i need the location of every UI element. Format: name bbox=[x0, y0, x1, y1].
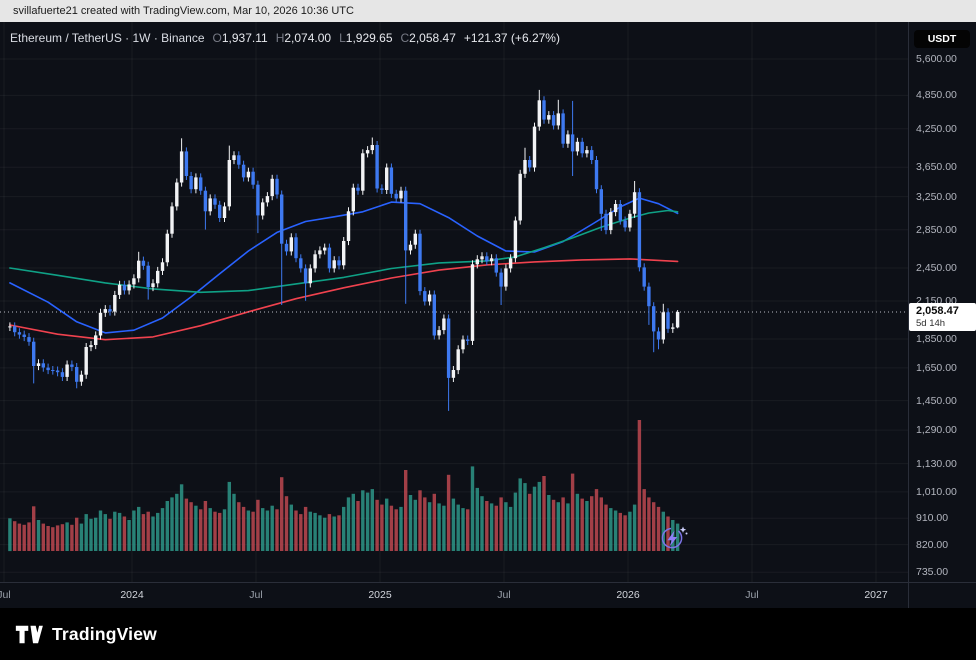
tradingview-logo[interactable]: TradingView bbox=[15, 624, 157, 645]
tradingview-wordmark: TradingView bbox=[52, 623, 157, 644]
time-axis-label: Jul bbox=[745, 589, 759, 601]
price-axis-label: 1,290.00 bbox=[916, 424, 957, 436]
lightning-circle bbox=[661, 527, 683, 549]
attribution-text: svillafuerte21 created with TradingView.… bbox=[13, 5, 354, 17]
price-axis-label: 1,010.00 bbox=[916, 486, 957, 498]
price-axis-label: 4,250.00 bbox=[916, 123, 957, 135]
ohlc-close: C2,058.47 bbox=[400, 31, 456, 45]
attribution-bar: svillafuerte21 created with TradingView.… bbox=[0, 0, 976, 22]
current-price-label: 2,058.47 bbox=[916, 305, 959, 317]
price-axis-label: 3,250.00 bbox=[916, 191, 957, 203]
price-axis[interactable]: USDT 2,058.47 5d 14h 5,600.00 4,850.00 4,2… bbox=[908, 22, 976, 582]
time-axis-label: 2027 bbox=[864, 589, 888, 601]
price-axis-label: 4,850.00 bbox=[916, 89, 957, 101]
ohlc-low: L1,929.65 bbox=[339, 31, 393, 45]
price-axis-label: 1,130.00 bbox=[916, 458, 957, 470]
price-axis-label: 1,650.00 bbox=[916, 362, 957, 374]
price-axis-label: 820.00 bbox=[916, 539, 949, 551]
time-axis[interactable]: Jul 2024 Jul 2025 Jul 2026 Jul 2027 bbox=[0, 582, 908, 608]
axis-corner bbox=[908, 582, 976, 608]
ohlc-high: H2,074.00 bbox=[275, 31, 332, 45]
lightning-emoji-drawing[interactable] bbox=[655, 521, 691, 553]
price-axis-label: 910.00 bbox=[916, 512, 949, 524]
sparkle-dot bbox=[685, 532, 688, 535]
bar-countdown: 5d 14h bbox=[916, 318, 946, 329]
price-axis-label: 1,850.00 bbox=[916, 333, 957, 345]
price-axis-label: 735.00 bbox=[916, 566, 949, 578]
price-axis-label: 5,600.00 bbox=[916, 53, 957, 65]
time-axis-label: Jul bbox=[0, 589, 11, 601]
change-value: +121.37 (+6.27%) bbox=[463, 31, 560, 45]
time-axis-label: Jul bbox=[249, 589, 263, 601]
symbol-title[interactable]: Ethereum / TetherUS · 1W · Binance bbox=[10, 31, 205, 45]
footer-bar: TradingView bbox=[0, 608, 976, 660]
chart-legend: Ethereum / TetherUS · 1W · Binance O1,93… bbox=[10, 31, 560, 45]
chart-plot: Ethereum / TetherUS · 1W · Binance O1,93… bbox=[0, 22, 908, 582]
current-price-badge: 2,058.47 5d 14h bbox=[909, 303, 976, 331]
currency-toggle-usdt[interactable]: USDT bbox=[914, 30, 970, 48]
time-axis-label: 2026 bbox=[616, 589, 640, 601]
chart-canvas[interactable] bbox=[0, 22, 908, 582]
price-axis-label: 1,450.00 bbox=[916, 395, 957, 407]
time-axis-label: 2024 bbox=[120, 589, 144, 601]
price-axis-label: 2,850.00 bbox=[916, 224, 957, 236]
lightning-bolt-icon bbox=[667, 530, 678, 547]
tradingview-logo-icon bbox=[15, 625, 43, 643]
price-axis-label: 2,450.00 bbox=[916, 262, 957, 274]
ohlc-open: O1,937.11 bbox=[212, 31, 268, 45]
price-axis-label: 3,650.00 bbox=[916, 161, 957, 173]
time-axis-label: 2025 bbox=[368, 589, 392, 601]
sparkle-icon bbox=[679, 526, 687, 533]
time-axis-label: Jul bbox=[497, 589, 511, 601]
